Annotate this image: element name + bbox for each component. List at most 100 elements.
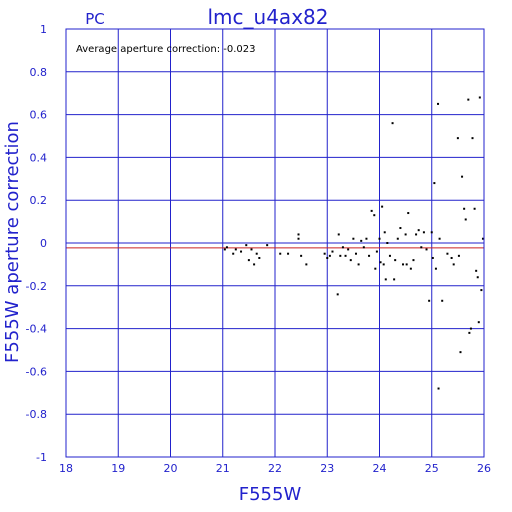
x-tick-label: 25: [425, 462, 439, 475]
reference-lines: [66, 242, 484, 249]
data-point: [422, 231, 425, 234]
x-tick-label: 20: [164, 462, 178, 475]
data-point: [433, 182, 436, 185]
data-point: [349, 259, 352, 262]
data-point: [250, 248, 253, 251]
data-point: [430, 231, 433, 234]
data-point: [375, 250, 378, 253]
data-point: [476, 276, 479, 279]
data-point: [420, 246, 423, 249]
data-point: [247, 259, 250, 262]
data-point: [323, 252, 326, 255]
data-point: [370, 209, 373, 212]
data-point: [384, 278, 387, 281]
data-point: [394, 259, 397, 262]
data-point: [428, 299, 431, 302]
data-point: [437, 387, 440, 390]
grid: [65, 28, 485, 458]
data-point: [279, 252, 282, 255]
data-points: [223, 96, 484, 390]
data-point: [434, 267, 437, 270]
annotation-text: Average aperture correction: -0.023: [76, 44, 256, 55]
data-point: [223, 248, 226, 251]
data-point: [337, 233, 340, 236]
y-tick-label: 0.6: [30, 109, 48, 122]
data-point: [399, 227, 402, 230]
data-point: [266, 244, 269, 247]
data-point: [331, 250, 334, 253]
data-point: [457, 254, 460, 257]
data-point: [381, 205, 384, 208]
data-point: [391, 122, 394, 125]
data-point: [336, 293, 339, 296]
y-tick-label: 1: [40, 23, 47, 36]
data-point: [352, 237, 355, 240]
data-point: [305, 263, 308, 266]
data-point: [374, 267, 377, 270]
data-point: [417, 229, 420, 232]
data-point: [404, 233, 407, 236]
data-point: [245, 244, 248, 247]
data-point: [379, 261, 382, 264]
x-tick-labels: 18 19 20 21 22 23 24 25 26: [59, 462, 491, 475]
data-point: [326, 256, 329, 259]
data-point: [240, 250, 243, 253]
data-point: [300, 254, 303, 257]
y-tick-label: 0: [40, 237, 47, 250]
data-point: [328, 254, 331, 257]
data-point: [357, 263, 360, 266]
data-point: [481, 237, 484, 240]
data-point: [386, 242, 389, 244]
y-axis-label: F555W aperture correction: [2, 121, 23, 363]
data-point: [409, 267, 412, 270]
data-point: [253, 263, 256, 266]
data-point: [471, 137, 474, 140]
data-point: [360, 239, 363, 242]
data-point: [388, 254, 391, 257]
data-point: [297, 233, 300, 236]
data-point: [469, 327, 472, 330]
x-tick-label: 21: [216, 462, 230, 475]
y-tick-label: 0.8: [30, 66, 48, 79]
data-point: [258, 256, 261, 259]
y-tick-label: -0.8: [26, 408, 47, 421]
data-point: [456, 137, 459, 140]
corner-label: PC: [85, 10, 105, 28]
data-point: [446, 252, 449, 255]
data-point: [461, 175, 464, 178]
data-point: [412, 259, 415, 262]
data-point: [473, 207, 476, 210]
data-point: [464, 218, 467, 221]
data-point: [225, 246, 228, 249]
x-tick-label: 19: [111, 462, 125, 475]
y-tick-label: 0.4: [30, 151, 48, 164]
x-tick-label: 22: [268, 462, 282, 475]
data-point: [405, 263, 408, 266]
data-point: [463, 207, 466, 210]
plot-frame: [65, 28, 485, 458]
data-point: [393, 278, 396, 281]
data-point: [431, 256, 434, 259]
data-point: [438, 237, 441, 240]
x-tick-label: 18: [59, 462, 73, 475]
x-tick-label: 26: [477, 462, 491, 475]
data-point: [477, 321, 480, 324]
data-point: [373, 214, 376, 217]
data-point: [452, 263, 455, 266]
data-point: [368, 254, 371, 257]
data-point: [407, 212, 410, 215]
data-point: [347, 248, 350, 251]
y-tick-labels: -1 -0.8 -0.6 -0.4 -0.2 0 0.2 0.4 0.6 0.8 1: [26, 23, 47, 464]
data-point: [480, 289, 483, 292]
data-point: [344, 254, 347, 257]
data-point: [339, 254, 342, 257]
x-tick-label: 23: [320, 462, 334, 475]
data-point: [402, 263, 405, 266]
data-point: [232, 252, 235, 255]
chart-title: lmc_u4ax82: [208, 5, 329, 29]
data-point: [396, 237, 399, 240]
data-point: [383, 231, 386, 234]
data-point: [382, 263, 385, 266]
x-axis-label: F555W: [239, 484, 302, 505]
